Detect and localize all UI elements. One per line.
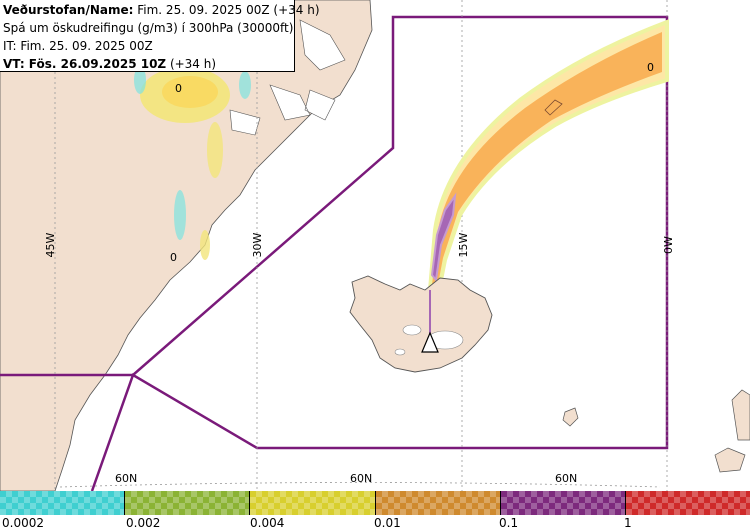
latitude-labels: 60N 60N 60N [115,472,577,485]
contour-label: 0 [175,82,182,95]
longitude-labels: 45W 30W 15W 0W [44,232,675,257]
info-row-name: Veðurstofan/Name: Fim. 25. 09. 2025 00Z … [3,1,320,19]
map-canvas: 45W 30W 15W 0W 60N 60N 60N 0 0 0 [0,0,750,491]
valid-time-label: VT: Fös. 26.09.2025 10Z [3,57,167,71]
legend-tick: 0.004 [250,516,285,530]
forecast-description: Spá um öskudreifingu (g/m3) í 300hPa (30… [3,21,294,35]
small-islands [562,389,750,473]
legend-tick: 0.002 [126,516,161,530]
contour-labels: 0 0 0 [170,61,654,264]
initial-time: IT: Fim. 25. 09. 2025 00Z [3,39,153,53]
lat-label: 60N [555,472,577,485]
info-row-valid-time: VT: Fös. 26.09.2025 10Z (+34 h) [3,55,294,73]
greenland-ash-scatter [134,66,251,260]
legend-swatch [125,491,251,515]
contour-label: 0 [170,251,177,264]
legend-swatch [0,491,126,515]
legend-swatch [625,491,750,515]
iceland-glaciers [394,324,464,356]
greenland-fjords [229,19,346,136]
name-label: Veðurstofan/Name: [3,3,134,17]
lon-label: 0W [662,236,675,254]
lon-label: 30W [251,232,264,257]
name-value: Fim. 25. 09. 2025 00Z (+34 h) [133,3,320,17]
volcano-marker-icon [421,331,439,353]
legend-tick: 0.1 [499,516,519,530]
legend-swatch [500,491,626,515]
lon-label: 45W [44,232,57,257]
iceland-land [349,275,493,373]
lat-label: 60N [115,472,137,485]
legend-tick: 0.01 [374,516,401,530]
legend-tick: 0.0002 [2,516,44,530]
lon-label: 15W [457,232,470,257]
legend-swatch [375,491,501,515]
contour-label: 0 [647,61,654,74]
legend-swatch [250,491,376,515]
lat-label: 60N [350,472,372,485]
legend-tick: 1 [624,516,632,530]
ash-plume [427,19,669,305]
valid-time-offset: (+34 h) [166,57,217,71]
forecast-info-box: Veðurstofan/Name: Fim. 25. 09. 2025 00Z … [0,0,320,73]
concentration-legend: 0.0002 0.002 0.004 0.01 0.1 1 [0,491,750,532]
legend-swatches [0,491,750,515]
